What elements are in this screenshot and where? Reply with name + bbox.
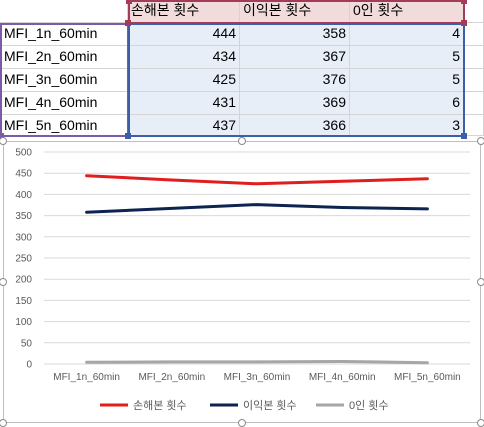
y-tick-label: 300	[15, 232, 32, 243]
resize-handle-top-right[interactable]	[477, 137, 484, 145]
y-tick-label: 450	[15, 169, 32, 180]
grid-cell[interactable]	[464, 92, 484, 115]
series-line-3	[85, 359, 429, 365]
resize-handle-middle-right[interactable]	[477, 278, 484, 286]
value-cell[interactable]: 425	[128, 69, 240, 92]
value-cell[interactable]: 376	[240, 69, 350, 92]
y-tick-label: 100	[15, 317, 32, 328]
y-tick-label: 50	[21, 338, 33, 349]
value-cell[interactable]: 5	[350, 46, 464, 69]
y-tick-label: 250	[15, 254, 32, 265]
value-cell[interactable]: 358	[240, 23, 350, 46]
range-handle[interactable]	[0, 133, 4, 139]
value-cell[interactable]: 5	[350, 69, 464, 92]
series-line-1	[85, 174, 429, 186]
value-cell[interactable]: 444	[128, 23, 240, 46]
grid-cell[interactable]	[464, 115, 484, 136]
x-tick-label: MFI_5n_60min	[394, 372, 461, 383]
value-cell[interactable]: 431	[128, 92, 240, 115]
value-cell[interactable]: 437	[128, 115, 240, 136]
range-handle[interactable]	[461, 0, 467, 4]
resize-handle-middle-left[interactable]	[0, 278, 7, 286]
x-tick-label: MFI_4n_60min	[309, 372, 376, 383]
y-tick-label: 350	[15, 211, 32, 222]
resize-handle-top-left[interactable]	[0, 137, 7, 145]
value-cell[interactable]: 4	[350, 23, 464, 46]
value-cell[interactable]: 3	[350, 115, 464, 136]
x-tick-label: MFI_3n_60min	[224, 372, 291, 383]
value-cell[interactable]: 6	[350, 92, 464, 115]
range-handle[interactable]	[461, 133, 467, 139]
y-tick-label: 0	[26, 360, 32, 371]
series-line-2	[85, 203, 429, 214]
value-cell[interactable]: 367	[240, 46, 350, 69]
row-label-cell[interactable]: MFI_4n_60min	[0, 92, 128, 115]
chart-plot: 0 50 100 150 200 250 300 350 400 450 500 MFI_1n_60m…	[15, 148, 470, 412]
value-cell[interactable]: 434	[128, 46, 240, 69]
value-cell[interactable]: 366	[240, 115, 350, 136]
y-tick-label: 400	[15, 190, 32, 201]
row-label-cell[interactable]: MFI_2n_60min	[0, 46, 128, 69]
grid-cell[interactable]	[464, 46, 484, 69]
legend-label: 이익본 횟수	[243, 399, 297, 412]
x-tick-label: MFI_2n_60min	[138, 372, 205, 383]
range-handle[interactable]	[125, 20, 131, 26]
range-handle[interactable]	[125, 133, 131, 139]
range-handle[interactable]	[461, 20, 467, 26]
line-chart[interactable]: 0 50 100 150 200 250 300 350 400 450 500 MFI_1n_60m…	[3, 141, 481, 423]
row-label-cell[interactable]: MFI_3n_60min	[0, 69, 128, 92]
column-header-cell[interactable]: 이익본 횟수	[240, 0, 350, 23]
x-tick-label: MFI_1n_60min	[53, 372, 120, 383]
row-label-cell[interactable]: MFI_5n_60min	[0, 115, 128, 136]
value-cell[interactable]: 369	[240, 92, 350, 115]
legend-label: 손해본 횟수	[133, 398, 187, 412]
y-tick-label: 500	[15, 148, 32, 159]
grid-cell[interactable]	[464, 23, 484, 46]
spreadsheet-grid: 손해본 횟수 이익본 횟수 0인 횟수 MFI_1n_60min 444 358 4 MFI_…	[0, 0, 484, 140]
column-header-cell[interactable]: 0인 횟수	[350, 0, 464, 23]
resize-handle-top-center[interactable]	[238, 137, 246, 145]
legend-label: 0인 횟수	[349, 399, 389, 412]
grid-cell[interactable]	[0, 0, 128, 23]
y-tick-label: 200	[15, 275, 32, 286]
grid-cell[interactable]	[464, 0, 484, 23]
y-tick-label: 150	[15, 296, 32, 307]
row-label-cell[interactable]: MFI_1n_60min	[0, 23, 128, 46]
grid-cell[interactable]	[464, 69, 484, 92]
column-header-cell[interactable]: 손해본 횟수	[128, 0, 240, 23]
range-handle[interactable]	[126, 0, 132, 4]
